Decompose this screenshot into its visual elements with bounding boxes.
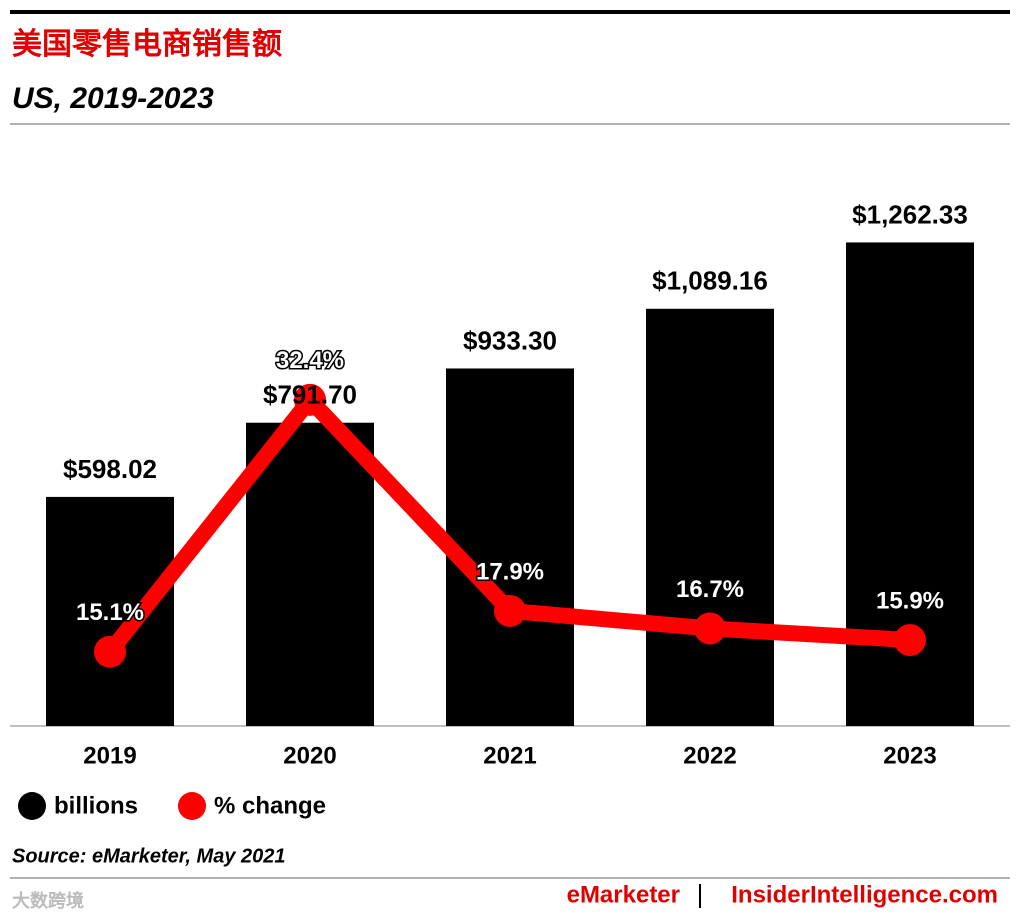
- legend-swatch: [18, 792, 46, 820]
- data-label: 15.9%: [876, 587, 944, 614]
- line-point: [494, 594, 526, 627]
- bar: [246, 422, 374, 726]
- footer-brand: eMarketer: [567, 881, 680, 908]
- line-point: [694, 612, 726, 645]
- data-label: 17.9%: [476, 558, 544, 585]
- chart-subtitle: US, 2019-2023: [12, 82, 214, 115]
- bar: [446, 368, 574, 726]
- source: Source: eMarketer, May 2021: [12, 845, 286, 867]
- bar: [46, 496, 174, 726]
- x-tick-label: 2021: [483, 742, 536, 769]
- legend-label: % change: [214, 792, 326, 819]
- top-rule: [10, 10, 1010, 14]
- legend-swatch: [178, 792, 206, 820]
- data-label: 32.4%: [276, 347, 344, 374]
- x-tick-label: 2019: [83, 742, 136, 769]
- data-label: $933.30: [463, 325, 557, 355]
- x-tick-label: 2022: [683, 742, 736, 769]
- bar: [646, 308, 774, 726]
- data-label: $791.70: [263, 380, 357, 410]
- footer-brand: InsiderIntelligence.com: [731, 881, 998, 908]
- line-point: [894, 624, 926, 657]
- line-point: [294, 383, 326, 416]
- data-label: 15.1%: [76, 599, 144, 626]
- line-point: [94, 635, 126, 668]
- x-tick-label: 2023: [883, 742, 936, 769]
- legend-label: billions: [54, 792, 138, 819]
- data-label: $1,262.33: [852, 199, 968, 229]
- data-label: $1,089.16: [652, 266, 768, 296]
- data-label: $598.02: [63, 454, 157, 484]
- data-label: 16.7%: [676, 576, 744, 603]
- chart-title: 美国零售电商销售额: [12, 27, 282, 61]
- watermark: 大数跨境: [12, 890, 84, 911]
- x-tick-label: 2020: [283, 742, 336, 769]
